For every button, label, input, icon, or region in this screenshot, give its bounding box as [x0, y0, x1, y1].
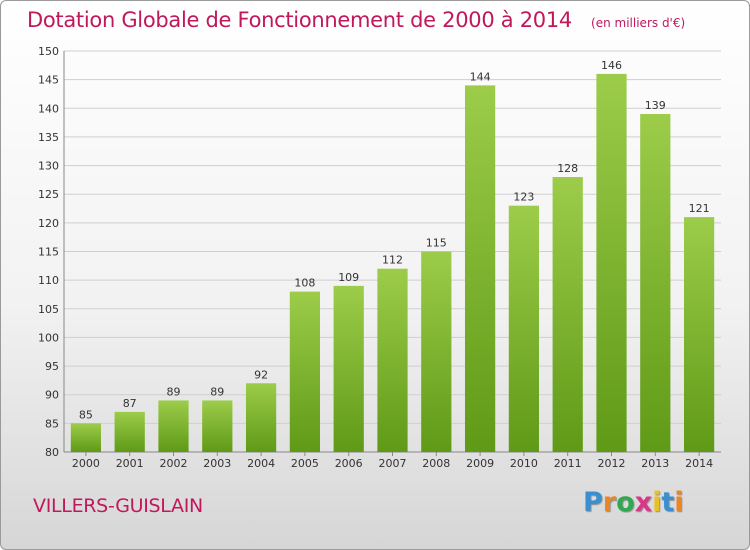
- x-tick-label: 2009: [466, 457, 494, 470]
- logo-letter: P: [583, 487, 603, 518]
- bar: [114, 411, 145, 452]
- x-tick-label: 2007: [379, 457, 407, 470]
- y-tick-label: 145: [38, 74, 59, 87]
- bar: [70, 423, 102, 452]
- bar: [158, 400, 189, 452]
- bar-layer: [70, 73, 715, 453]
- y-tick-label: 140: [38, 102, 59, 115]
- data-label: 128: [557, 162, 578, 175]
- logo-letter: t: [661, 487, 675, 518]
- y-tick-label: 95: [45, 360, 59, 373]
- proxiti-logo[interactable]: Proxiti: [583, 487, 684, 518]
- bar: [552, 177, 583, 452]
- data-label: 87: [123, 397, 137, 410]
- y-tick-label: 130: [38, 160, 59, 173]
- x-tick-label: 2012: [598, 457, 626, 470]
- data-label: 115: [426, 237, 447, 250]
- bar: [421, 251, 452, 452]
- bar: [508, 205, 540, 452]
- x-tick-label: 2005: [291, 457, 319, 470]
- y-tick-label: 150: [38, 45, 59, 58]
- x-tick-label: 2011: [554, 457, 582, 470]
- data-label: 108: [294, 277, 315, 290]
- y-tick-label: 90: [45, 389, 59, 402]
- bar: [245, 383, 277, 452]
- x-tick-label: 2001: [116, 457, 144, 470]
- chart-unit: (en milliers d'€): [591, 16, 686, 30]
- logo-letter: i: [674, 487, 684, 518]
- x-tick-label: 2000: [72, 457, 100, 470]
- data-label: 89: [167, 385, 181, 398]
- x-tick-label: 2006: [335, 457, 363, 470]
- bar: [289, 291, 321, 452]
- data-label: 121: [689, 202, 710, 215]
- y-tick-label: 120: [38, 217, 59, 230]
- label-layer: 85 2000 87 2001 89 2002 89 2003 92 2004 108 2005 109…: [72, 59, 713, 470]
- data-label: 144: [470, 70, 491, 83]
- bar: [333, 285, 364, 452]
- data-label: 146: [601, 59, 622, 72]
- bar: [464, 85, 496, 452]
- logo-letter: i: [652, 487, 662, 518]
- y-tick-label: 85: [45, 417, 59, 430]
- data-label: 92: [254, 368, 268, 381]
- x-tick-label: 2003: [203, 457, 231, 470]
- data-label: 89: [210, 385, 224, 398]
- chart-title: Dotation Globale de Fonctionnement de 20…: [27, 8, 572, 32]
- x-tick-label: 2013: [641, 457, 669, 470]
- y-tick-label: 115: [38, 246, 59, 259]
- x-tick-label: 2004: [247, 457, 275, 470]
- data-label: 139: [645, 99, 666, 112]
- x-tick-label: 2008: [422, 457, 450, 470]
- data-label: 112: [382, 254, 403, 267]
- bar: [377, 268, 408, 452]
- bar: [596, 73, 627, 453]
- title-row: Dotation Globale de Fonctionnement de 20…: [27, 8, 685, 32]
- data-label: 109: [338, 271, 359, 284]
- y-tick-label: 100: [38, 331, 59, 344]
- logo-letter: o: [616, 487, 635, 518]
- bar: [202, 400, 233, 452]
- x-tick-label: 2002: [160, 457, 188, 470]
- y-tick-label: 110: [38, 274, 59, 287]
- logo-letter: x: [634, 487, 653, 518]
- data-label: 85: [79, 408, 93, 421]
- bar: [640, 114, 671, 452]
- logo-letter: r: [602, 487, 617, 518]
- y-tick-label: 135: [38, 131, 59, 144]
- y-tick-label: 125: [38, 188, 59, 201]
- bar: [683, 217, 715, 452]
- y-tick-label: 105: [38, 303, 59, 316]
- x-tick-label: 2010: [510, 457, 538, 470]
- x-tick-label: 2014: [685, 457, 713, 470]
- y-tick-label: 80: [45, 446, 59, 459]
- commune-name: VILLERS-GUISLAIN: [33, 495, 203, 517]
- data-label: 123: [513, 191, 534, 204]
